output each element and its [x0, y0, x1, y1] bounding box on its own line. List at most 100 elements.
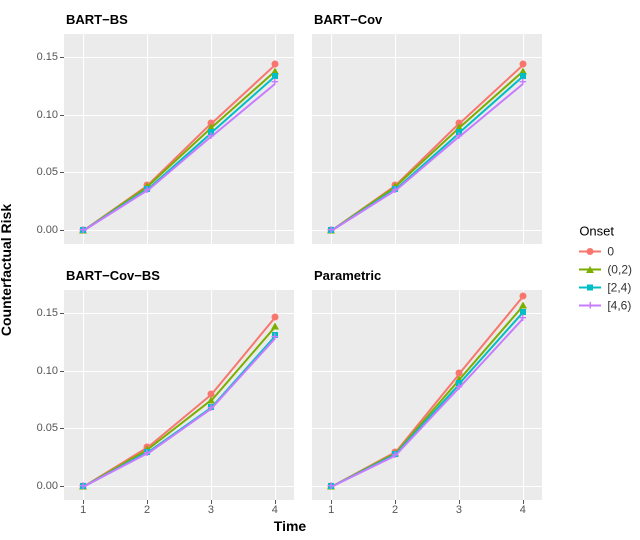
tick-mark — [60, 172, 64, 173]
series-line — [83, 190, 148, 232]
x-tick-label: 3 — [208, 504, 214, 516]
gridline — [395, 34, 396, 244]
legend-label: 0 — [607, 245, 614, 259]
panel: Parametric1234++++ — [312, 290, 542, 500]
gridline — [64, 57, 294, 58]
gridline — [64, 115, 294, 116]
y-tick-label: 0.15 — [37, 307, 58, 319]
legend-key: + — [579, 299, 601, 313]
y-tick-label: 0.00 — [37, 224, 58, 236]
plot-area: ++++ — [312, 34, 542, 244]
gridline — [331, 34, 332, 244]
panel-title: BART−Cov — [314, 12, 382, 27]
plot-area: 0.000.050.100.15++++ — [64, 34, 294, 244]
tick-mark — [60, 371, 64, 372]
x-tick-label: 2 — [144, 504, 150, 516]
y-tick-label: 0.05 — [37, 166, 58, 178]
x-tick-label: 3 — [456, 504, 462, 516]
gridline — [312, 371, 542, 372]
panel-title: BART−BS — [66, 12, 128, 27]
legend-key — [579, 263, 601, 277]
gridline — [147, 290, 148, 500]
series-line — [458, 71, 523, 129]
series-line — [458, 296, 523, 375]
gridline — [147, 34, 148, 244]
series-line — [210, 326, 275, 401]
series-line — [458, 318, 523, 389]
series-point — [271, 313, 278, 320]
gridline — [312, 57, 542, 58]
panel: BART−Cov++++ — [312, 34, 542, 244]
gridline — [459, 290, 460, 500]
legend-label: (0,2) — [607, 263, 632, 277]
series-line — [210, 317, 275, 396]
gridline — [83, 290, 84, 500]
gridline — [64, 172, 294, 173]
tick-mark — [60, 115, 64, 116]
y-tick-label: 0.00 — [37, 480, 58, 492]
x-tick-label: 4 — [272, 504, 278, 516]
legend-key — [579, 245, 601, 259]
gridline — [331, 290, 332, 500]
tick-mark — [60, 486, 64, 487]
series-line — [210, 83, 275, 138]
gridline — [312, 230, 542, 231]
tick-mark — [60, 428, 64, 429]
gridline — [312, 486, 542, 487]
x-tick-label: 1 — [80, 504, 86, 516]
series-point — [519, 302, 527, 309]
legend-item: [2,4) — [579, 281, 632, 295]
tick-mark — [60, 57, 64, 58]
series-line — [458, 305, 523, 380]
series-line — [83, 453, 148, 488]
gridline — [64, 371, 294, 372]
gridline — [64, 486, 294, 487]
tick-mark — [60, 313, 64, 314]
series-line — [394, 387, 459, 456]
legend: Onset 0 (0,2) [2,4) + [4,6) — [579, 224, 632, 317]
gridline — [395, 290, 396, 500]
series-line — [331, 455, 396, 488]
legend-item: 0 — [579, 245, 632, 259]
x-tick-label: 4 — [520, 504, 526, 516]
panel: BART−BS0.000.050.100.15++++ — [64, 34, 294, 244]
gridline — [312, 428, 542, 429]
panel: BART−Cov−BS0.000.050.100.151234++++ — [64, 290, 294, 500]
panel-title: BART−Cov−BS — [66, 268, 160, 283]
figure: Counterfactual Risk Time Onset 0 (0,2) [2,… — [0, 0, 640, 540]
series-point — [271, 322, 279, 329]
series-line — [394, 136, 459, 192]
legend-item: (0,2) — [579, 263, 632, 277]
tick-mark — [60, 230, 64, 231]
series-line — [146, 408, 211, 455]
gridline — [64, 230, 294, 231]
y-tick-label: 0.15 — [37, 51, 58, 63]
legend-label: [4,6) — [607, 299, 631, 313]
plot-area: 0.000.050.100.151234++++ — [64, 290, 294, 500]
series-point — [519, 292, 526, 299]
plot-area: 1234++++ — [312, 290, 542, 500]
y-tick-label: 0.10 — [37, 365, 58, 377]
panel-title: Parametric — [314, 268, 381, 283]
series-line — [458, 312, 523, 385]
gridline — [64, 313, 294, 314]
series-line — [210, 71, 275, 129]
gridline — [312, 115, 542, 116]
legend-key — [579, 281, 601, 295]
gridline — [312, 172, 542, 173]
x-tick-label: 2 — [392, 504, 398, 516]
y-tick-label: 0.05 — [37, 422, 58, 434]
legend-title: Onset — [579, 224, 632, 239]
legend-item: + [4,6) — [579, 299, 632, 313]
series-line — [146, 400, 211, 451]
legend-label: [2,4) — [607, 281, 631, 295]
x-axis-label: Time — [274, 518, 306, 534]
x-tick-label: 1 — [328, 504, 334, 516]
series-line — [210, 338, 275, 410]
gridline — [83, 34, 84, 244]
y-axis-label: Counterfactual Risk — [0, 204, 14, 336]
series-line — [331, 190, 396, 232]
series-line — [210, 76, 275, 134]
y-tick-label: 0.10 — [37, 109, 58, 121]
series-line — [146, 136, 211, 192]
